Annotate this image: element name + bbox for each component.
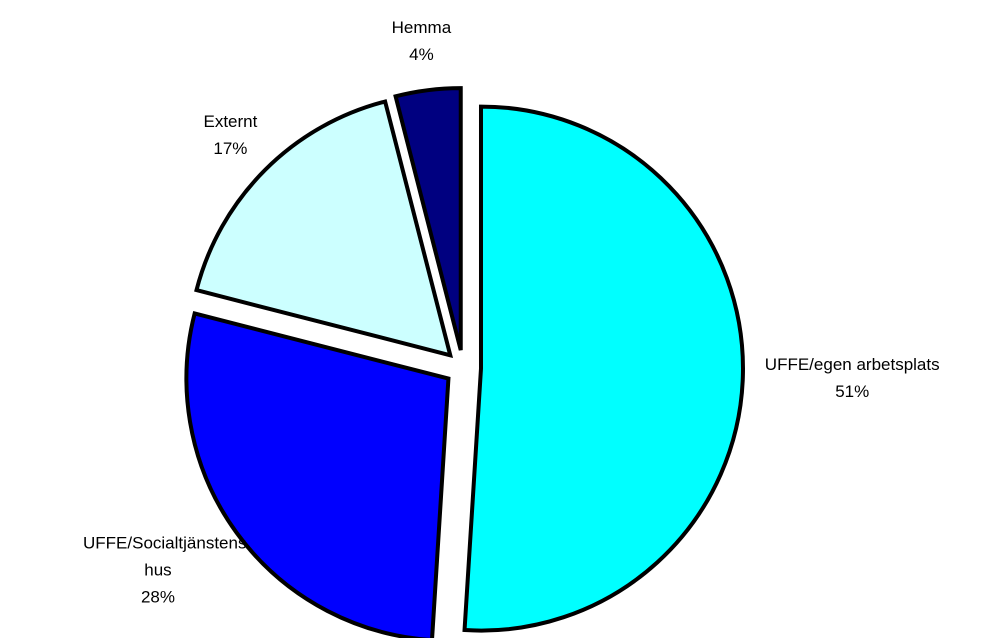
slice-category: Externt [203, 112, 258, 132]
slice-label: Externt 17% [203, 108, 257, 162]
slice-value-label: 51% [835, 382, 870, 402]
slice-category: Hemma [391, 18, 452, 38]
slice-label: Hemma 4% [392, 15, 452, 69]
pie-slice [194, 99, 454, 359]
slice-value-label: 4% [409, 45, 434, 65]
pie-slice [462, 104, 745, 633]
slice-category: UFFE/Socialtjänstens hus [82, 532, 247, 579]
pie-slice [184, 310, 451, 638]
slice-label: UFFE/Socialtjänstens hus 28% [82, 529, 247, 610]
pie-slice [393, 86, 463, 351]
slice-value-label: 28% [140, 586, 176, 606]
slice-category: UFFE/egen arbetsplats [764, 355, 940, 375]
slice-value-label: 17% [213, 139, 248, 159]
slice-label: UFFE/egen arbetsplats 51% [765, 351, 940, 405]
